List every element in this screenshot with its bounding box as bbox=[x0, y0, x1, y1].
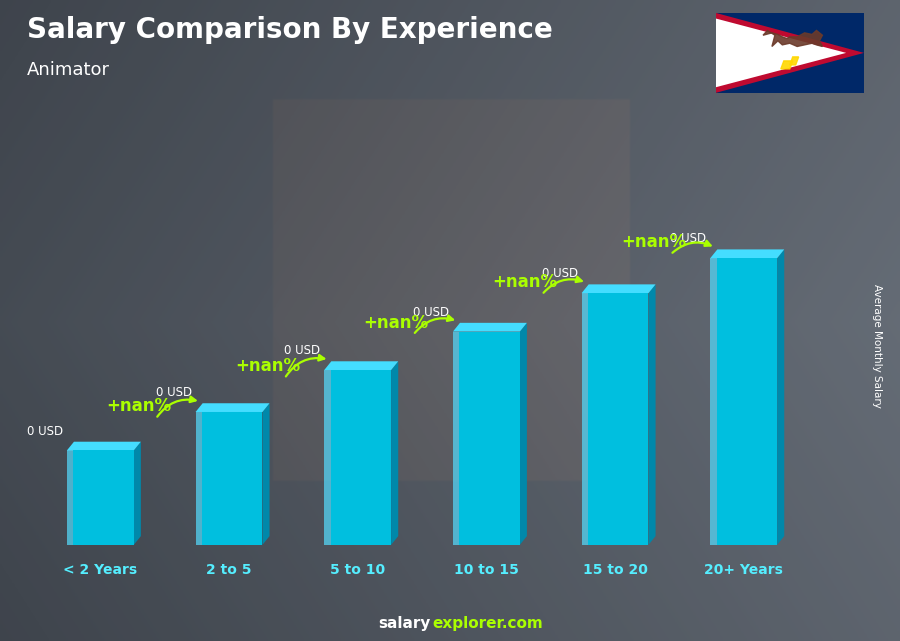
Polygon shape bbox=[520, 323, 526, 545]
Polygon shape bbox=[581, 293, 588, 545]
Polygon shape bbox=[195, 403, 269, 412]
Text: 2 to 5: 2 to 5 bbox=[206, 563, 252, 578]
Text: +nan%: +nan% bbox=[621, 233, 686, 251]
Text: 0 USD: 0 USD bbox=[670, 232, 706, 246]
Polygon shape bbox=[73, 451, 134, 545]
Polygon shape bbox=[581, 285, 655, 293]
FancyArrowPatch shape bbox=[544, 277, 581, 293]
Text: 0 USD: 0 USD bbox=[27, 424, 63, 438]
Text: 0 USD: 0 USD bbox=[284, 344, 320, 357]
Polygon shape bbox=[781, 61, 793, 69]
Text: +nan%: +nan% bbox=[492, 273, 557, 292]
Polygon shape bbox=[716, 19, 846, 87]
Polygon shape bbox=[453, 331, 459, 545]
Polygon shape bbox=[324, 362, 398, 370]
Polygon shape bbox=[716, 258, 778, 545]
Polygon shape bbox=[392, 362, 398, 545]
Polygon shape bbox=[778, 249, 784, 545]
Polygon shape bbox=[67, 442, 141, 451]
Text: Average Monthly Salary: Average Monthly Salary bbox=[872, 284, 883, 408]
Text: 5 to 10: 5 to 10 bbox=[330, 563, 385, 578]
Polygon shape bbox=[459, 331, 520, 545]
Polygon shape bbox=[134, 442, 141, 545]
Text: +nan%: +nan% bbox=[235, 357, 301, 375]
Text: 0 USD: 0 USD bbox=[156, 386, 192, 399]
Polygon shape bbox=[588, 293, 649, 545]
Text: < 2 Years: < 2 Years bbox=[63, 563, 138, 578]
Polygon shape bbox=[453, 323, 526, 331]
Polygon shape bbox=[202, 412, 263, 545]
Text: 10 to 15: 10 to 15 bbox=[454, 563, 518, 578]
Text: 20+ Years: 20+ Years bbox=[705, 563, 783, 578]
FancyArrowPatch shape bbox=[158, 397, 195, 417]
FancyArrowPatch shape bbox=[415, 315, 453, 333]
Polygon shape bbox=[710, 249, 784, 258]
Polygon shape bbox=[649, 285, 655, 545]
Text: 0 USD: 0 USD bbox=[413, 306, 449, 319]
FancyArrowPatch shape bbox=[286, 355, 324, 376]
Polygon shape bbox=[195, 412, 202, 545]
Text: 0 USD: 0 USD bbox=[542, 267, 578, 280]
Polygon shape bbox=[263, 403, 269, 545]
Polygon shape bbox=[716, 13, 864, 93]
FancyArrowPatch shape bbox=[672, 241, 711, 253]
Polygon shape bbox=[710, 258, 716, 545]
Polygon shape bbox=[324, 370, 330, 545]
Polygon shape bbox=[330, 370, 392, 545]
Polygon shape bbox=[67, 451, 73, 545]
Text: 15 to 20: 15 to 20 bbox=[582, 563, 647, 578]
Polygon shape bbox=[763, 30, 823, 47]
Text: Animator: Animator bbox=[27, 61, 110, 79]
Text: Salary Comparison By Experience: Salary Comparison By Experience bbox=[27, 16, 553, 44]
Text: +nan%: +nan% bbox=[106, 397, 172, 415]
Text: explorer.com: explorer.com bbox=[432, 617, 543, 631]
Text: +nan%: +nan% bbox=[364, 313, 429, 331]
Text: salary: salary bbox=[378, 617, 430, 631]
Polygon shape bbox=[790, 57, 798, 65]
